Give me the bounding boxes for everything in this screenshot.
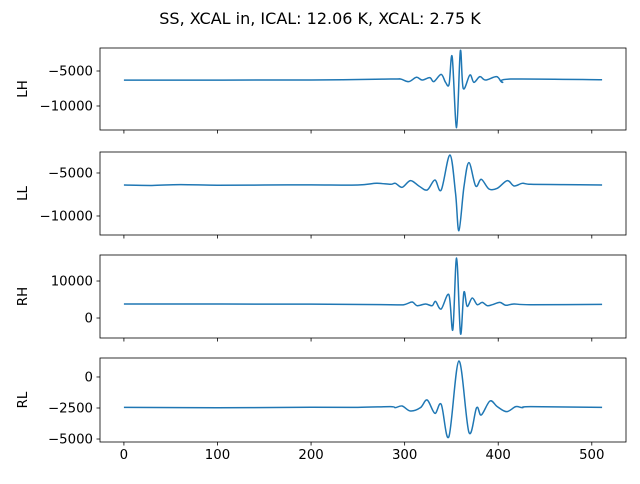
axes-frame — [99, 47, 627, 131]
x-tick-label: 0 — [120, 448, 128, 463]
y-tick-label: −5000 — [48, 433, 93, 448]
subplot-rh: 10000 0 RH — [16, 254, 627, 342]
y-tick-label: 0 — [85, 370, 93, 385]
x-tick-label: 500 — [579, 448, 604, 463]
y-tick-label: 10000 — [51, 275, 93, 290]
axes-frame — [99, 357, 627, 443]
subplot-rl: 0 100 200 300 400 500 0 −2500 −5000 RL — [16, 357, 627, 463]
x-tick-label: 300 — [392, 448, 417, 463]
series-line-rl — [123, 360, 603, 439]
y-axis-label: RH — [16, 287, 31, 306]
y-tick-label: −5000 — [48, 166, 93, 181]
chart-title: SS, XCAL in, ICAL: 12.06 K, XCAL: 2.75 K — [159, 9, 481, 28]
series-line-ll — [123, 154, 603, 232]
x-tick-label: 200 — [298, 448, 323, 463]
subplot-lh: −5000 −10000 LH — [16, 47, 627, 134]
y-tick-label: −10000 — [40, 209, 93, 224]
y-axis-label: LL — [16, 186, 31, 201]
series-line-lh — [123, 49, 603, 129]
series-line-rh — [123, 257, 603, 335]
x-tick-label: 100 — [205, 448, 230, 463]
subplot-ll: −5000 −10000 LL — [16, 151, 627, 239]
axes-frame — [99, 254, 627, 339]
y-axis-label: RL — [16, 391, 31, 408]
y-tick-label: −5000 — [48, 64, 93, 79]
x-tick-label: 400 — [486, 448, 511, 463]
y-axis-label: LH — [16, 80, 31, 97]
y-tick-label: −10000 — [40, 99, 93, 114]
axes-frame — [99, 151, 627, 236]
y-tick-label: 0 — [85, 312, 93, 327]
y-tick-label: −2500 — [48, 402, 93, 417]
